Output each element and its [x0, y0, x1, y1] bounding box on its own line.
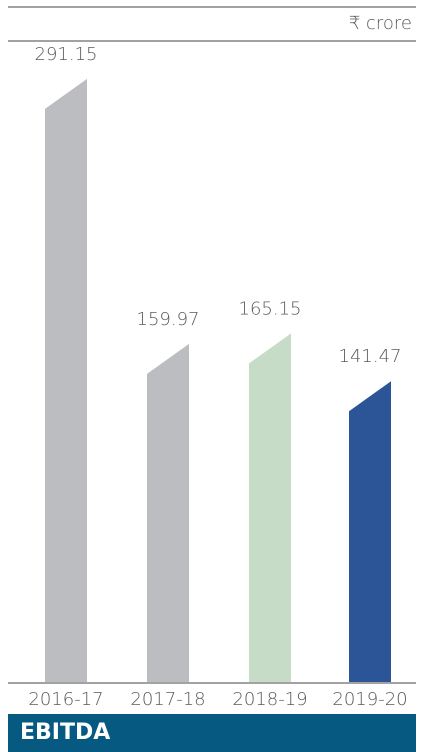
bar — [45, 78, 87, 682]
x-tick-label: 2016-17 — [28, 689, 103, 710]
unit-label: ₹ crore — [349, 13, 412, 34]
bar — [349, 381, 391, 682]
title-banner: EBITDA — [8, 714, 416, 752]
bar — [147, 343, 189, 682]
x-tick-label: 2019-20 — [332, 689, 407, 710]
value-label: 165.15 — [239, 298, 302, 319]
value-label: 141.47 — [339, 346, 402, 367]
chart-title: EBITDA — [20, 720, 111, 745]
chart: ₹ crore 291.15 2016-17 159.97 2017-18 165.15… — [8, 6, 416, 710]
value-label: 159.97 — [137, 309, 200, 330]
bar — [249, 333, 291, 682]
x-tick-label: 2018-19 — [232, 689, 307, 710]
x-tick-label: 2017-18 — [130, 689, 205, 710]
value-label: 291.15 — [35, 44, 98, 65]
